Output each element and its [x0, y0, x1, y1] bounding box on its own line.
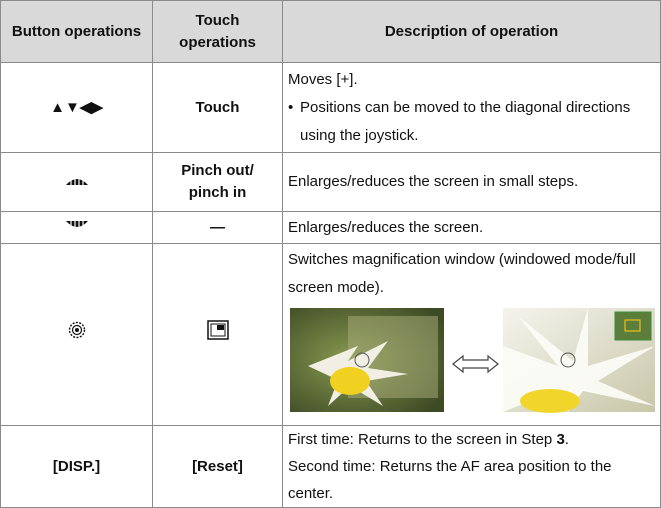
header-row: Button operations Touch operations Descr… — [0, 0, 661, 63]
description-cell: First time: Returns to the screen in Ste… — [282, 425, 661, 508]
description: Moves [+]. — [288, 70, 358, 88]
text: First time: Returns to the screen in Ste… — [288, 431, 557, 448]
bullet-text: Positions can be moved to the diagonal d… — [300, 98, 631, 144]
windowed-image — [290, 308, 444, 412]
arrow — [452, 354, 499, 374]
touch-line: Pinch out/ — [181, 162, 254, 179]
button-cell — [0, 152, 153, 212]
header-cell: Touch operations — [152, 0, 283, 63]
rear-dial-icon — [65, 220, 88, 228]
graphic — [503, 308, 655, 412]
bullet-item: • Positions can be moved to the diagonal … — [288, 94, 655, 150]
row: — Enlarges/reduces the screen. — [0, 211, 661, 244]
graphic — [560, 352, 576, 368]
button-cell: [DISP.] — [0, 425, 153, 508]
touch-cell — [152, 243, 283, 426]
row: Switches magnification window (windowed … — [0, 243, 661, 426]
dial-ridges — [69, 178, 84, 185]
header-cell: Button operations — [0, 0, 153, 63]
description-cell: Moves [+]. • Positions can be moved to th… — [282, 62, 661, 153]
button-cell — [0, 211, 153, 244]
graphic — [520, 389, 580, 413]
description: First time: Returns to the screen in Ste… — [288, 426, 655, 453]
illustration — [290, 308, 655, 413]
graphic — [216, 324, 224, 330]
row: ▲▼◀▶ Touch Moves [+]. • Positions can be … — [0, 62, 661, 153]
touch-cell: — — [152, 211, 283, 244]
description-cell: Enlarges/reduces the screen in small ste… — [282, 152, 661, 212]
front-dial-icon — [65, 178, 88, 185]
description-cell: Enlarges/reduces the screen. — [282, 211, 661, 244]
row: [DISP.] [Reset] First time: Returns to t… — [0, 425, 661, 508]
control-dial-icon — [68, 321, 85, 338]
description: Switches magnification window (windowed … — [288, 251, 636, 296]
step-number: 3 — [556, 431, 565, 448]
dial-shape — [65, 220, 88, 227]
description: Second time: Returns the AF area positio… — [288, 458, 612, 502]
bullet: • — [288, 98, 294, 116]
header-cell: Description of operation — [282, 0, 661, 63]
window-icon — [206, 319, 229, 340]
graphic — [452, 354, 499, 374]
touch-cell: Touch — [152, 62, 283, 153]
graphic — [330, 367, 370, 395]
dial-ridges — [69, 220, 84, 228]
button-cell — [0, 243, 153, 426]
graphic — [68, 321, 85, 338]
graphic — [354, 352, 370, 368]
touch-cell: Pinch out/pinch in — [152, 152, 283, 212]
touch-cell: [Reset] — [152, 425, 283, 508]
description-cell: Switches magnification window (windowed … — [282, 243, 661, 426]
touch-line: pinch in — [188, 184, 247, 201]
button-cell: ▲▼◀▶ — [0, 62, 153, 153]
full-screen-image — [503, 308, 655, 413]
graphic — [210, 323, 225, 336]
graphic — [74, 327, 79, 332]
dial-shape — [65, 179, 88, 185]
graphic — [614, 311, 652, 341]
graphic — [624, 319, 641, 332]
text: . — [564, 431, 569, 448]
graphic — [71, 324, 82, 335]
row: Pinch out/pinch in Enlarges/reduces the … — [0, 152, 661, 212]
